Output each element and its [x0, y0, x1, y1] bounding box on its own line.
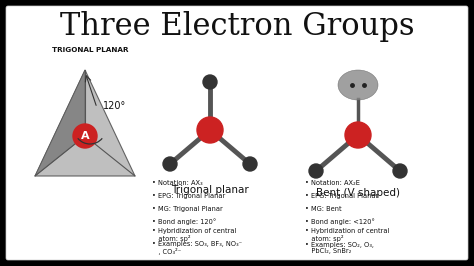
Text: 120°: 120°	[103, 101, 127, 111]
Polygon shape	[35, 70, 135, 176]
Text: • Hybridization of central
   atom: sp²: • Hybridization of central atom: sp²	[152, 228, 237, 242]
Text: • MG: Bent: • MG: Bent	[305, 206, 342, 212]
Text: • Bond angle: <120°: • Bond angle: <120°	[305, 219, 375, 225]
Circle shape	[393, 164, 407, 178]
Circle shape	[243, 157, 257, 171]
Circle shape	[197, 117, 223, 143]
Text: A: A	[81, 131, 89, 141]
Text: Trigonal planar: Trigonal planar	[171, 185, 249, 195]
Text: • Examples: SO₃, BF₃, NO₃⁻
   , CO₃²⁻: • Examples: SO₃, BF₃, NO₃⁻ , CO₃²⁻	[152, 241, 242, 255]
Circle shape	[163, 157, 177, 171]
FancyBboxPatch shape	[6, 6, 468, 260]
Text: • EPG: Trigonal Planar: • EPG: Trigonal Planar	[305, 193, 378, 199]
Text: • Bond angle: 120°: • Bond angle: 120°	[152, 219, 216, 225]
Circle shape	[73, 124, 97, 148]
Text: Three Electron Groups: Three Electron Groups	[60, 10, 414, 41]
Circle shape	[309, 164, 323, 178]
Text: Bent (V shaped): Bent (V shaped)	[316, 188, 400, 198]
Polygon shape	[35, 70, 85, 176]
Text: • Hybridization of central
   atom: sp²: • Hybridization of central atom: sp²	[305, 228, 389, 242]
Text: TRIGONAL PLANAR: TRIGONAL PLANAR	[52, 47, 128, 53]
Circle shape	[203, 75, 217, 89]
Text: • Examples: SO₂, O₃,
   PbCl₂, SnBr₂: • Examples: SO₂, O₃, PbCl₂, SnBr₂	[305, 242, 374, 255]
Circle shape	[345, 122, 371, 148]
Text: • Notation: AX₃: • Notation: AX₃	[152, 180, 202, 186]
Text: • EPG: Trigonal Planar: • EPG: Trigonal Planar	[152, 193, 225, 199]
Text: • Notation: AX₂E: • Notation: AX₂E	[305, 180, 360, 186]
Text: • MG: Trigonal Planar: • MG: Trigonal Planar	[152, 206, 223, 212]
Ellipse shape	[338, 70, 378, 100]
